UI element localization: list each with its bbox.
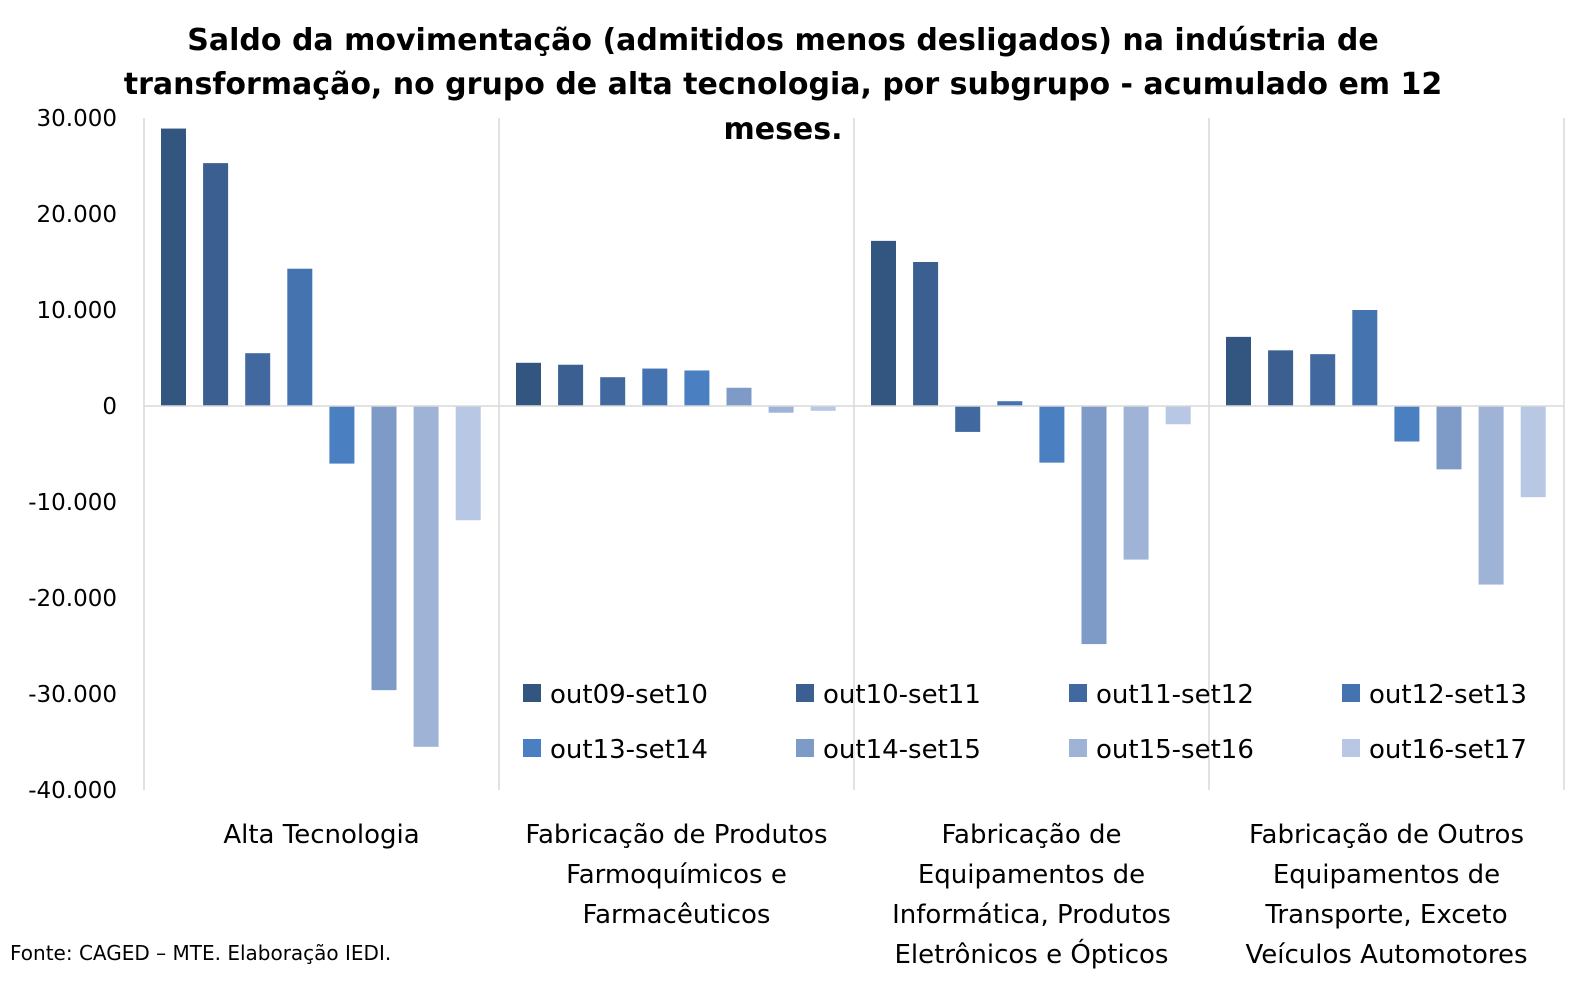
category-label: Fabricação de [941,820,1121,850]
bar [600,377,626,406]
legend-label: out14-set15 [823,735,981,765]
bar [1478,406,1504,585]
category-label: Veículos Automotores [1245,940,1527,970]
bar [1123,406,1149,560]
bar [1352,310,1378,406]
category-label: Informática, Produtos [892,900,1171,930]
legend-swatch [523,684,541,702]
bar [1310,354,1336,406]
legend-swatch [1342,684,1360,702]
legend-swatch [523,739,541,757]
bar [413,406,439,747]
chart-title-line: transformação, no grupo de alta tecnolog… [124,67,1443,102]
category-label: Farmacêuticos [583,900,771,930]
category-label: Equipamentos de [918,860,1145,890]
category-label: Equipamentos de [1273,860,1500,890]
category-label: Alta Tecnologia [223,820,419,850]
legend-label: out12-set13 [1369,680,1527,710]
bar [371,406,397,691]
chart-title-line: Saldo da movimentação (admitidos menos d… [187,23,1378,58]
chart-title-line: meses. [723,112,842,147]
bar [642,368,668,406]
bar [1226,336,1251,406]
bar [1165,406,1191,425]
bar [1268,350,1294,406]
bar [997,401,1023,406]
y-tick-label: -10.000 [28,490,117,516]
category-label: Farmoquímicos e [566,860,787,890]
bar [161,128,186,406]
category-label: Fabricação de Outros [1249,820,1524,850]
bar [1394,406,1420,442]
category-label: Transporte, Exceto [1264,900,1507,930]
y-tick-label: 30.000 [37,106,117,132]
bar [810,406,836,411]
legend-swatch [796,684,814,702]
legend-label: out10-set11 [823,680,981,710]
legend-label: out16-set17 [1369,735,1527,765]
y-tick-label: -20.000 [28,586,117,612]
bar [726,387,752,406]
y-tick-label: -40.000 [28,778,117,804]
source-note: Fonte: CAGED – MTE. Elaboração IEDI. [10,941,392,965]
y-tick-label: 0 [102,394,117,420]
legend-swatch [1069,739,1087,757]
category-label: Eletrônicos e Ópticos [895,938,1169,970]
bar [1520,406,1546,498]
legend-label: out11-set12 [1096,680,1254,710]
y-tick-label: 20.000 [37,202,117,228]
bar [287,268,313,406]
bar [684,370,710,406]
legend-swatch [1069,684,1087,702]
bar [245,353,271,406]
legend-label: out15-set16 [1096,735,1254,765]
bar [1039,406,1065,463]
y-tick-label: 10.000 [37,298,117,324]
bar [768,406,794,413]
legend-label: out13-set14 [550,735,708,765]
bar [1436,406,1462,470]
legend-swatch [1342,739,1360,757]
y-tick-label: -30.000 [28,682,117,708]
bar [516,362,541,406]
bar [329,406,355,464]
bar [913,262,939,406]
bar [558,364,584,406]
legend-label: out09-set10 [550,680,708,710]
category-label: Fabricação de Produtos [525,820,827,850]
bar [203,163,229,406]
bar [1081,406,1107,645]
legend-swatch [796,739,814,757]
bar [955,406,981,432]
bar [871,240,896,406]
bar [455,406,481,521]
